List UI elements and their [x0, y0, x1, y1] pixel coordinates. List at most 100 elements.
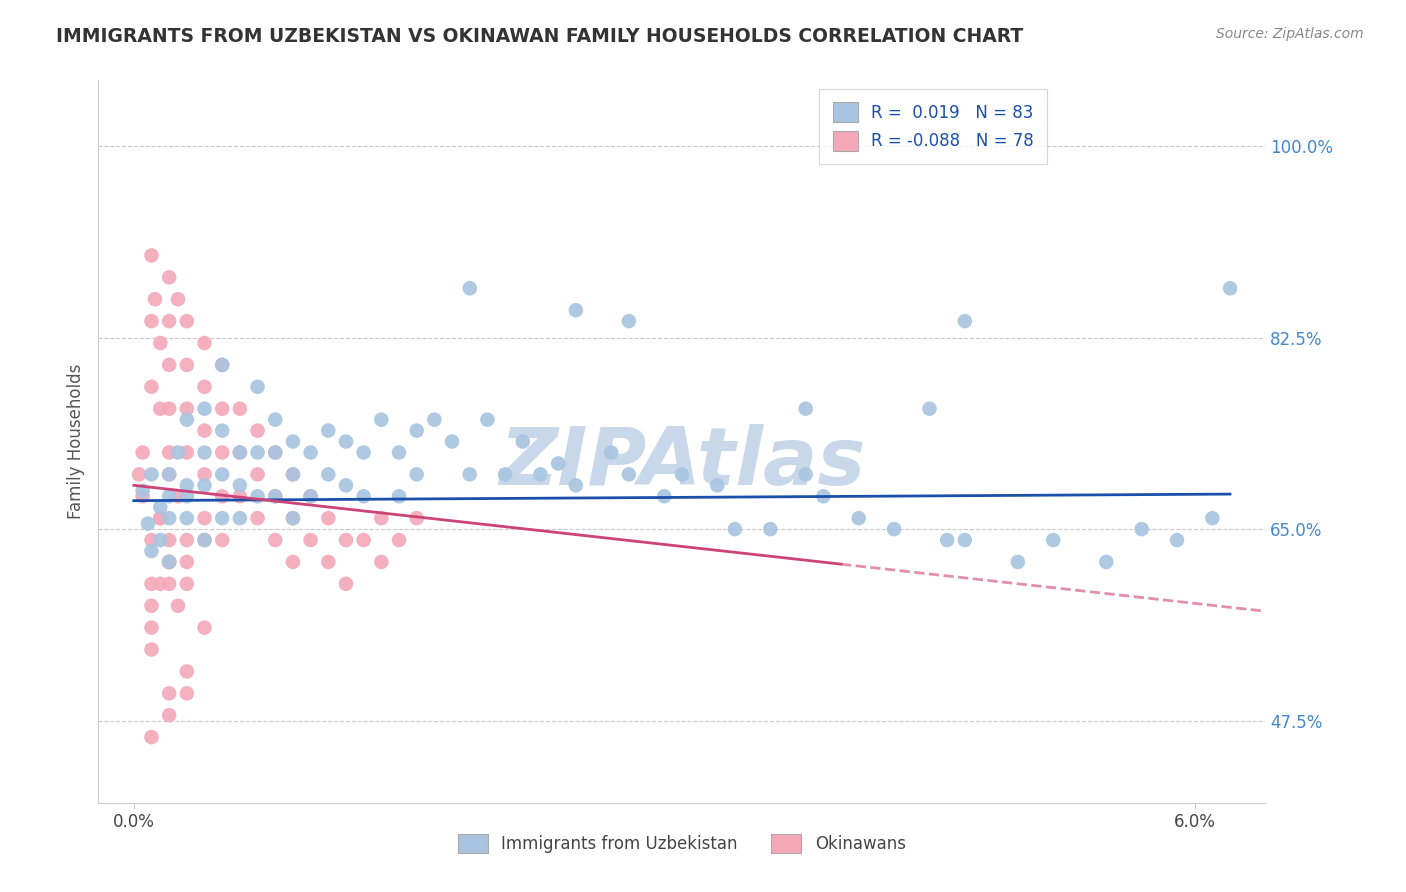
Point — [671, 467, 693, 482]
Point — [193, 621, 215, 635]
Point — [388, 445, 411, 459]
Point — [193, 478, 215, 492]
Point — [141, 730, 163, 744]
Point — [529, 467, 551, 482]
Point — [167, 292, 190, 306]
Point — [458, 281, 481, 295]
Point — [370, 412, 392, 426]
Point — [176, 686, 198, 700]
Point — [229, 489, 252, 503]
Point — [1042, 533, 1064, 547]
Point — [176, 533, 198, 547]
Text: ZIPAtlas: ZIPAtlas — [499, 425, 865, 502]
Point — [211, 358, 233, 372]
Point — [441, 434, 464, 449]
Point — [246, 445, 269, 459]
Point — [176, 577, 198, 591]
Point — [405, 511, 427, 525]
Point — [157, 489, 180, 503]
Point — [353, 445, 375, 459]
Point — [157, 555, 180, 569]
Point — [1130, 522, 1153, 536]
Point — [193, 401, 215, 416]
Point — [167, 445, 190, 459]
Point — [370, 511, 392, 525]
Point — [193, 336, 215, 351]
Point — [547, 457, 569, 471]
Point — [335, 577, 357, 591]
Point — [281, 467, 304, 482]
Point — [136, 516, 159, 531]
Point — [229, 478, 252, 492]
Point — [141, 314, 163, 328]
Point — [953, 533, 976, 547]
Point — [405, 424, 427, 438]
Point — [176, 358, 198, 372]
Point — [388, 533, 411, 547]
Point — [211, 401, 233, 416]
Point — [565, 478, 588, 492]
Point — [141, 544, 163, 558]
Point — [157, 270, 180, 285]
Point — [1166, 533, 1188, 547]
Point — [157, 555, 180, 569]
Point — [281, 555, 304, 569]
Point — [157, 708, 180, 723]
Point — [141, 577, 163, 591]
Point — [335, 533, 357, 547]
Point — [388, 489, 411, 503]
Point — [794, 401, 817, 416]
Point — [264, 489, 287, 503]
Point — [281, 511, 304, 525]
Point — [246, 467, 269, 482]
Point — [794, 467, 817, 482]
Point — [370, 555, 392, 569]
Point — [565, 303, 588, 318]
Point — [246, 489, 269, 503]
Point — [1201, 511, 1223, 525]
Point — [246, 511, 269, 525]
Point — [335, 434, 357, 449]
Point — [157, 511, 180, 525]
Point — [652, 489, 675, 503]
Text: IMMIGRANTS FROM UZBEKISTAN VS OKINAWAN FAMILY HOUSEHOLDS CORRELATION CHART: IMMIGRANTS FROM UZBEKISTAN VS OKINAWAN F… — [56, 27, 1024, 45]
Point — [128, 467, 150, 482]
Point — [157, 467, 180, 482]
Point — [299, 489, 322, 503]
Point — [193, 533, 215, 547]
Point — [157, 467, 180, 482]
Point — [193, 533, 215, 547]
Point — [299, 533, 322, 547]
Point — [149, 533, 172, 547]
Point — [211, 489, 233, 503]
Point — [299, 489, 322, 503]
Point — [149, 577, 172, 591]
Point — [157, 533, 180, 547]
Point — [617, 314, 640, 328]
Point — [149, 511, 172, 525]
Point — [141, 380, 163, 394]
Point — [883, 522, 905, 536]
Point — [264, 445, 287, 459]
Point — [316, 424, 339, 438]
Point — [141, 621, 163, 635]
Point — [157, 555, 180, 569]
Point — [458, 467, 481, 482]
Point — [211, 533, 233, 547]
Point — [918, 401, 941, 416]
Point — [143, 292, 166, 306]
Point — [131, 445, 153, 459]
Point — [353, 533, 375, 547]
Point — [264, 412, 287, 426]
Point — [229, 401, 252, 416]
Point — [176, 401, 198, 416]
Point — [335, 478, 357, 492]
Point — [141, 642, 163, 657]
Point — [706, 478, 728, 492]
Point — [167, 599, 190, 613]
Point — [953, 314, 976, 328]
Point — [405, 467, 427, 482]
Point — [759, 522, 782, 536]
Point — [149, 336, 172, 351]
Point — [1007, 555, 1029, 569]
